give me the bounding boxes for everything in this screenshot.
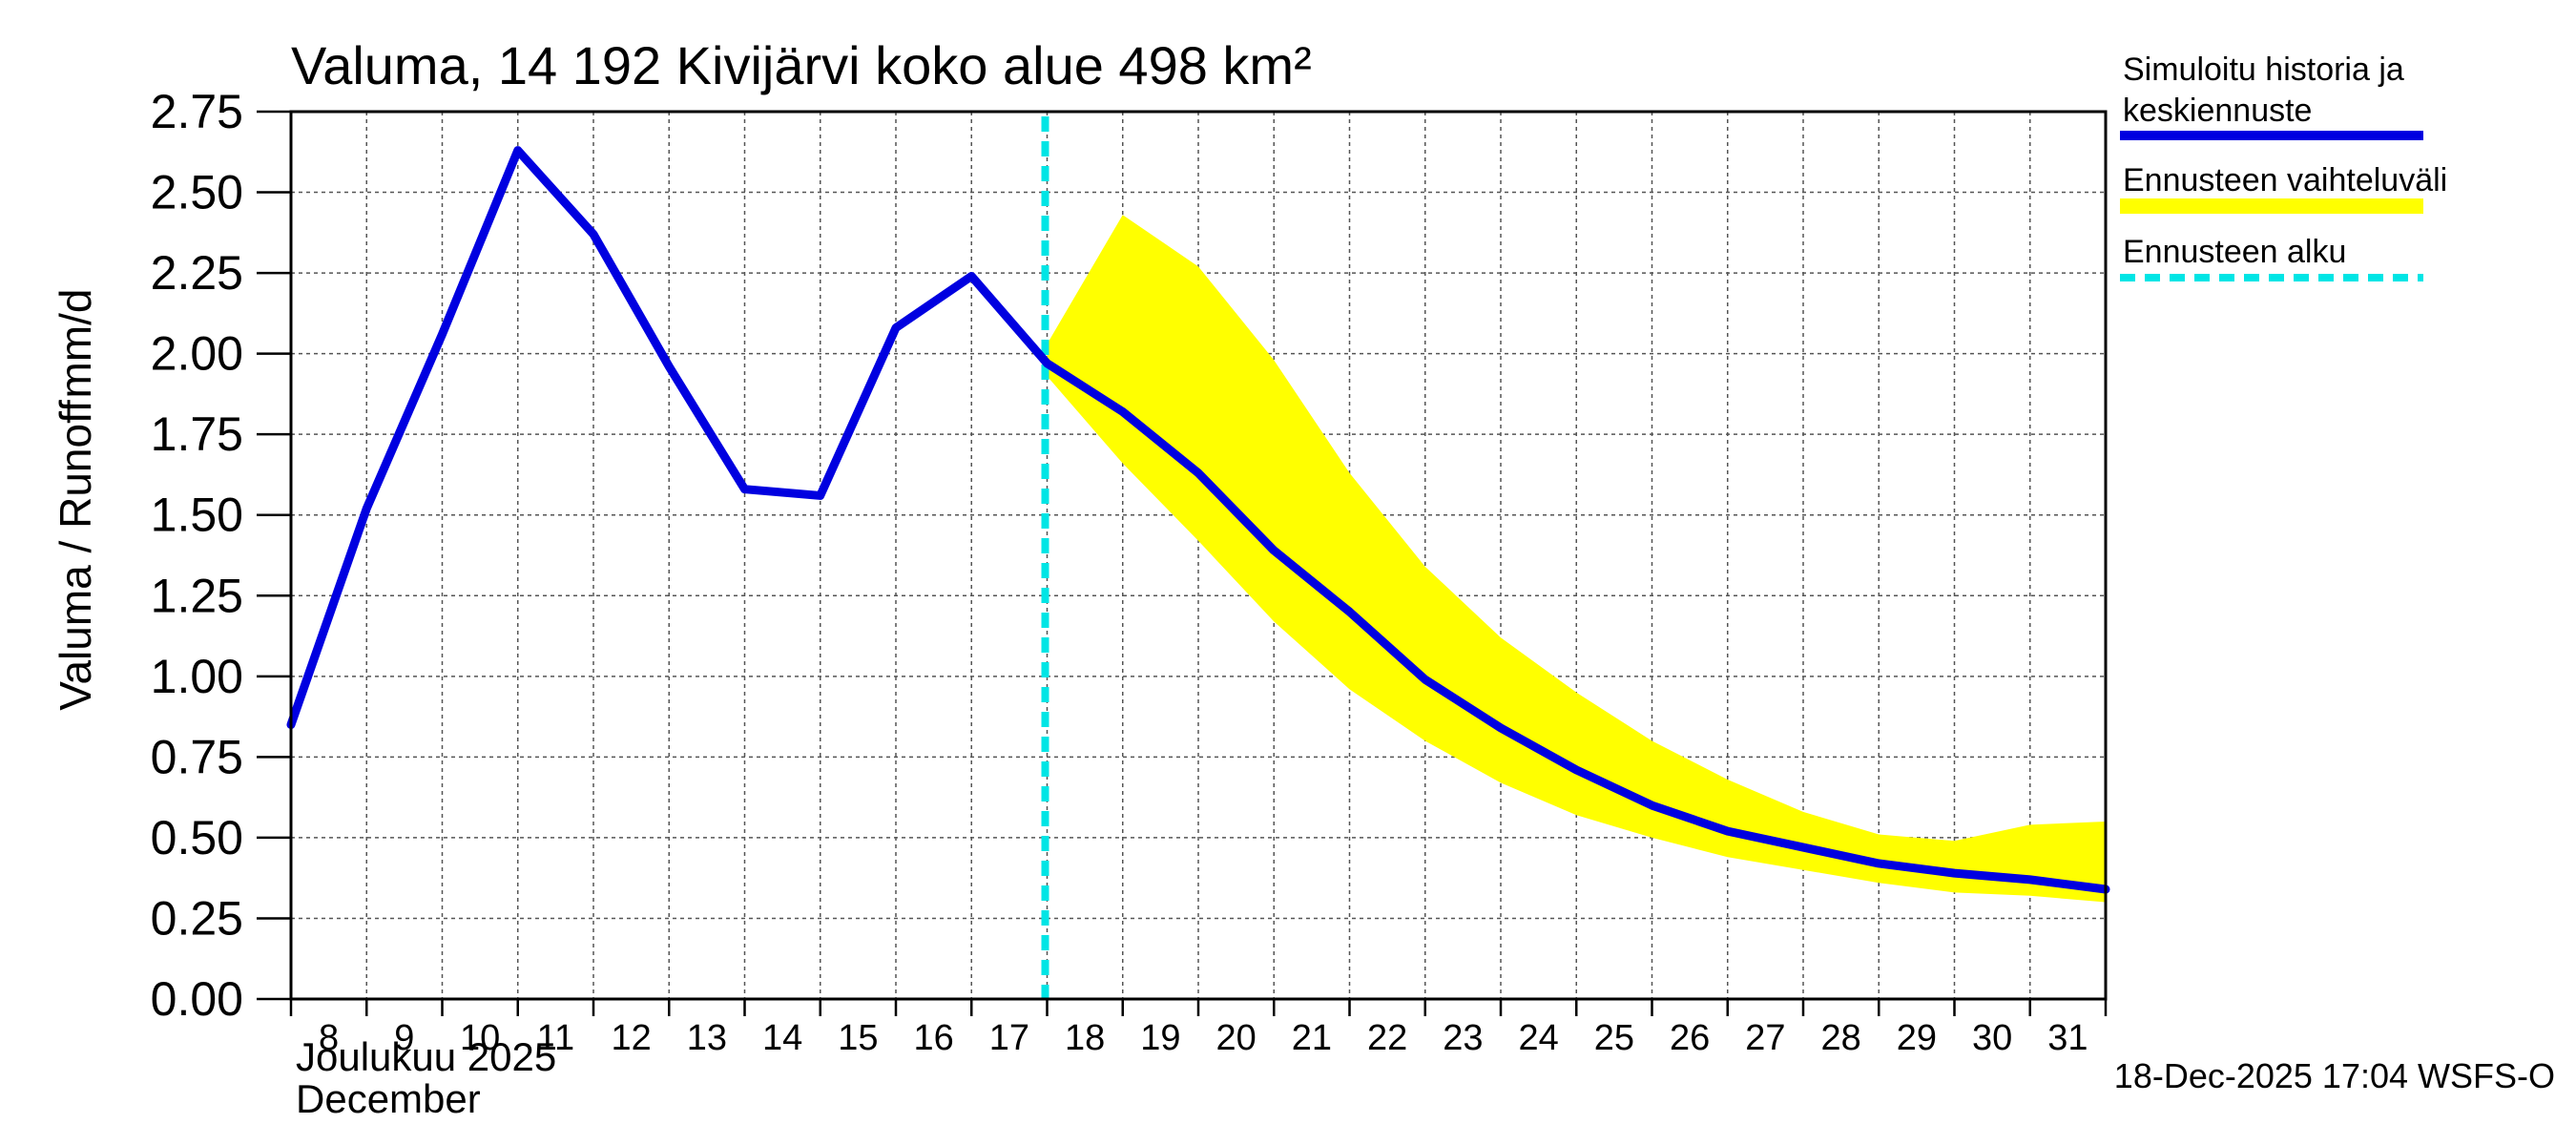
y-tick-label: 2.00	[151, 327, 243, 381]
x-tick-label: 16	[913, 1018, 953, 1058]
data-point	[1500, 726, 1502, 729]
y-tick-labels: 0.00 0.25 0.50 0.75 1.00 1.25 1.50 1.75 2.00 2.25…	[151, 85, 243, 1026]
legend: Simuloitu historia ja keskiennuste Ennus…	[2120, 52, 2447, 281]
legend-label-forecast-start: Ennusteen alku	[2123, 234, 2346, 270]
y-tick-label: 1.75	[151, 407, 243, 461]
legend-label-series-2: keskiennuste	[2123, 93, 2312, 129]
x-tick-label: 14	[762, 1018, 802, 1058]
x-tick-label: 27	[1745, 1018, 1785, 1058]
x-tick-label: 13	[687, 1018, 727, 1058]
x-tick-label: 20	[1215, 1018, 1256, 1058]
y-axis-unit: mm/d	[51, 289, 100, 399]
x-tick-label: 11	[537, 1018, 574, 1058]
x-tick-label: 18	[1065, 1018, 1105, 1058]
forecast-range-band	[1047, 215, 2106, 903]
forecast-range-area	[1047, 215, 2106, 903]
data-point	[1802, 846, 1804, 849]
data-point	[1121, 410, 1124, 413]
x-tick-label: 10	[460, 1018, 500, 1058]
x-tick-label: 28	[1820, 1018, 1860, 1058]
data-point	[1348, 611, 1351, 614]
x-tick-labels: 8 9 10 11 12 13 14 15 16 17 18 19 20 21 22 23 24 25 26 27 28…	[319, 1018, 2088, 1058]
x-tick-label: 21	[1292, 1018, 1332, 1058]
data-point	[1046, 362, 1049, 364]
data-point	[1273, 549, 1276, 552]
y-tick-label: 2.75	[151, 85, 243, 138]
x-tick-label: 29	[1897, 1018, 1937, 1058]
timestamp-label: 18-Dec-2025 17:04 WSFS-O	[2114, 1056, 2555, 1095]
x-axis-month-fi: Joulukuu 2025	[296, 1034, 556, 1079]
data-point	[819, 494, 821, 497]
y-tick-label: 0.75	[151, 730, 243, 783]
data-point	[365, 507, 368, 510]
data-point	[743, 488, 746, 490]
data-point	[970, 275, 973, 278]
x-tick-label: 17	[989, 1018, 1029, 1058]
data-point	[1423, 678, 1426, 681]
x-tick-label: 31	[2047, 1018, 2088, 1058]
chart-title: Valuma, 14 192 Kivijärvi koko alue 498 k…	[291, 35, 1312, 95]
x-tick-label: 24	[1518, 1018, 1558, 1058]
x-tick-label: 25	[1594, 1018, 1634, 1058]
grid-lines	[291, 111, 2106, 999]
y-tick-label: 2.25	[151, 246, 243, 300]
x-tick-label: 15	[838, 1018, 878, 1058]
y-axis-label: Valuma / Runoff	[51, 400, 100, 711]
data-point	[1575, 768, 1578, 771]
data-point	[441, 333, 444, 336]
x-tick-label: 19	[1140, 1018, 1180, 1058]
data-point	[1651, 804, 1653, 807]
y-tick-label: 0.00	[151, 972, 243, 1026]
y-tick-label: 2.50	[151, 166, 243, 219]
y-tick-label: 0.25	[151, 891, 243, 945]
data-point	[592, 233, 594, 236]
x-tick-label: 23	[1443, 1018, 1483, 1058]
x-tick-label: 22	[1367, 1018, 1407, 1058]
data-point	[1726, 830, 1729, 833]
y-tick-label: 1.25	[151, 569, 243, 622]
x-tick-label: 30	[1972, 1018, 2012, 1058]
y-tick-label: 0.50	[151, 811, 243, 864]
legend-label-range: Ennusteen vaihteluväli	[2123, 162, 2447, 198]
x-tick-label: 8	[319, 1018, 339, 1058]
data-point	[1953, 872, 1956, 875]
y-tick-label: 1.50	[151, 489, 243, 542]
data-point	[668, 365, 671, 368]
data-point	[895, 326, 897, 329]
y-tick-label: 1.00	[151, 650, 243, 703]
x-axis-month-en: December	[296, 1076, 481, 1121]
data-point	[516, 149, 519, 152]
x-tick-label: 9	[394, 1018, 414, 1058]
x-tick-label: 26	[1670, 1018, 1710, 1058]
data-point	[2028, 878, 2031, 881]
axis-ticks	[257, 110, 2108, 1016]
data-point	[1197, 471, 1199, 474]
x-tick-label: 12	[611, 1018, 651, 1058]
legend-label-series-1: Simuloitu historia ja	[2123, 52, 2404, 88]
data-point	[1878, 862, 1880, 864]
